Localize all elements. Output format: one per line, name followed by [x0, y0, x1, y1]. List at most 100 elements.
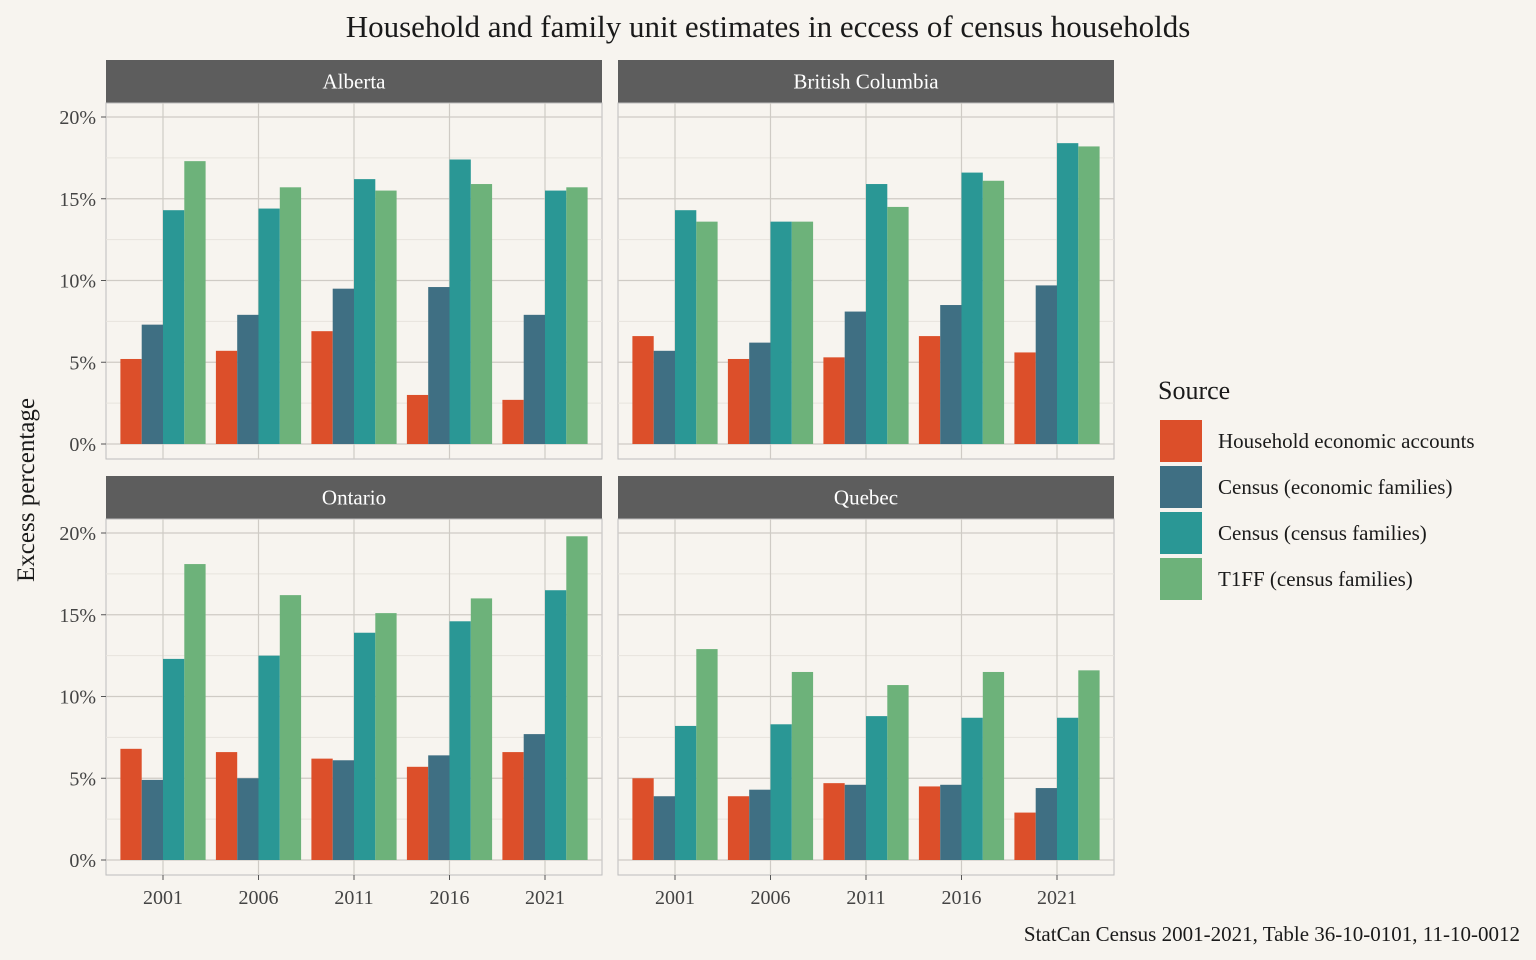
bar [1014, 352, 1036, 444]
panel-strip [106, 60, 602, 103]
bar [866, 184, 888, 444]
panel-strip [106, 476, 602, 519]
bar [770, 724, 792, 860]
bar [258, 208, 280, 444]
bar [1014, 812, 1036, 860]
panel-title: Alberta [323, 70, 387, 94]
bar [696, 221, 718, 444]
bar [1057, 717, 1079, 860]
bar [961, 172, 983, 444]
x-tick-label: 2016 [942, 887, 982, 909]
y-tick-label: 20% [59, 107, 96, 129]
bar [311, 331, 333, 444]
legend-label: Census (census families) [1218, 521, 1427, 545]
y-tick-label: 20% [59, 523, 96, 545]
panel-title: Quebec [834, 486, 898, 510]
bar [866, 716, 888, 860]
bar [470, 184, 493, 444]
y-tick-label: 0% [69, 434, 96, 456]
bar [311, 758, 333, 860]
legend-label: Household economic accounts [1218, 429, 1475, 453]
x-tick-label: 2011 [334, 887, 373, 909]
bar [428, 755, 450, 860]
bar [406, 766, 429, 860]
legend-swatch [1160, 512, 1202, 554]
bar [279, 187, 302, 444]
chart-title: Household and family unit estimates in e… [346, 9, 1191, 44]
panel-strip [618, 476, 1114, 519]
legend-swatch [1160, 466, 1202, 508]
y-tick-label: 10% [59, 687, 96, 709]
legend-label: Census (economic families) [1218, 475, 1452, 499]
bar [749, 789, 771, 860]
bar [566, 187, 588, 444]
y-tick-label: 5% [69, 768, 96, 790]
bar [653, 796, 675, 860]
x-tick-label: 2021 [1037, 887, 1077, 909]
bar [237, 778, 259, 860]
chart-caption: StatCan Census 2001-2021, Table 36-10-01… [1024, 922, 1520, 946]
bar [523, 314, 545, 444]
bar [502, 399, 524, 444]
bar [940, 784, 962, 860]
panel-title: Ontario [322, 486, 386, 510]
y-tick-label: 15% [59, 605, 96, 627]
x-tick-label: 2006 [751, 887, 791, 909]
bar [961, 717, 983, 860]
bar [141, 324, 163, 444]
x-tick-label: 2006 [239, 887, 279, 909]
bar [982, 180, 1005, 444]
bar [844, 784, 866, 860]
bar [163, 658, 185, 860]
panel-title: British Columbia [793, 70, 939, 94]
bar [940, 305, 962, 444]
bar [354, 179, 376, 444]
bar [1057, 143, 1079, 444]
bar [375, 613, 397, 860]
x-tick-label: 2016 [430, 887, 470, 909]
bar [727, 796, 750, 860]
bar [791, 671, 814, 860]
bar [566, 536, 588, 860]
legend-swatch [1160, 420, 1202, 462]
bar [428, 287, 450, 444]
bar [449, 621, 471, 860]
bar [918, 336, 941, 444]
x-tick-label: 2021 [525, 887, 565, 909]
y-tick-label: 10% [59, 271, 96, 293]
bar [279, 595, 302, 860]
bar [791, 221, 814, 444]
bar [1078, 146, 1100, 444]
legend-label: T1FF (census families) [1218, 567, 1413, 591]
bar [470, 598, 493, 860]
bar [653, 350, 675, 444]
bar [332, 288, 354, 444]
bar [545, 190, 567, 444]
bar [184, 161, 206, 444]
y-tick-label: 5% [69, 352, 96, 374]
legend-title: Source [1158, 376, 1230, 405]
bar [770, 221, 792, 444]
bar [675, 725, 697, 860]
bar [918, 786, 941, 860]
bar [215, 350, 238, 444]
panel-strip [618, 60, 1114, 103]
bar [696, 649, 718, 860]
bar [523, 734, 545, 860]
bar [632, 336, 654, 444]
bar [120, 358, 142, 444]
bar [887, 206, 909, 444]
bar [375, 190, 397, 444]
bar [184, 564, 206, 860]
bar [823, 357, 845, 444]
bar [332, 760, 354, 860]
y-axis-label: Excess percentage [13, 398, 40, 582]
bar [258, 655, 280, 860]
y-tick-label: 15% [59, 189, 96, 211]
bar [163, 210, 185, 444]
bar [675, 210, 697, 444]
x-tick-label: 2001 [655, 887, 695, 909]
bar [749, 342, 771, 444]
bar [1035, 788, 1057, 860]
